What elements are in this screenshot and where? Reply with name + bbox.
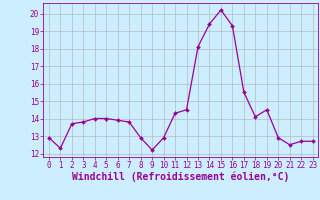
X-axis label: Windchill (Refroidissement éolien,°C): Windchill (Refroidissement éolien,°C) <box>72 172 290 182</box>
